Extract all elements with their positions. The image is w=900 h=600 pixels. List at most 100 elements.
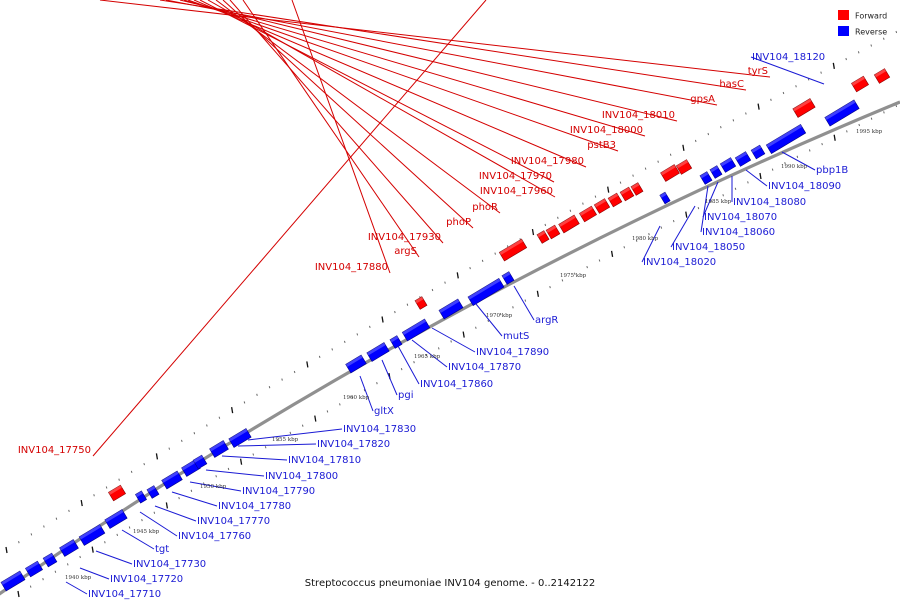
tick-mark-upper	[193, 432, 196, 435]
gene-label-gltx: gltX	[374, 406, 394, 417]
leader-line	[247, 428, 343, 441]
tick-mark-upper	[531, 228, 535, 236]
gene-label-tgt: tgt	[155, 544, 169, 555]
forward-gene-block	[108, 484, 126, 502]
tick-mark-upper	[694, 139, 697, 143]
gene-label-inv104-17820: INV104_17820	[317, 439, 390, 450]
tick-mark-lower	[747, 181, 749, 184]
tick-mark-upper	[569, 209, 572, 212]
tick-mark-lower	[784, 162, 786, 165]
gene-label-inv104-18070: INV104_18070	[704, 212, 777, 223]
reverse-gene-block	[161, 470, 183, 490]
leader-line	[513, 285, 535, 321]
forward-gene-block	[579, 205, 597, 223]
backbone-line	[0, 100, 900, 596]
leader-line	[165, 0, 718, 106]
forward-gene-block	[498, 238, 528, 262]
tick-mark-lower	[437, 347, 440, 350]
leader-line	[183, 0, 646, 137]
gene-label-inv104-17770: INV104_17770	[197, 516, 270, 527]
tick-mark-upper	[281, 378, 283, 381]
tick-mark-upper	[343, 340, 346, 343]
reverse-gene-block	[659, 191, 671, 205]
tick-mark-lower	[277, 438, 279, 442]
tick-mark-lower	[79, 555, 81, 559]
tick-mark-upper	[318, 355, 321, 359]
tick-mark-upper	[795, 85, 797, 88]
position-label: 1980 kbp	[632, 236, 659, 242]
reverse-gene-block	[719, 157, 737, 173]
gene-label-inv104-17970: INV104_17970	[479, 171, 552, 182]
gene-blocks	[0, 68, 891, 592]
forward-gene-block	[558, 214, 580, 234]
tick-mark-lower	[623, 246, 626, 249]
tick-mark-upper	[155, 453, 159, 460]
leader-line	[159, 0, 747, 91]
tick-mark-lower	[561, 279, 564, 282]
tick-mark-upper	[55, 517, 58, 520]
tick-mark-lower	[190, 489, 193, 492]
tick-mark-lower	[17, 590, 20, 598]
tick-mark-upper	[306, 361, 309, 368]
tick-mark-upper	[218, 416, 221, 419]
tick-mark-lower	[42, 578, 44, 581]
gene-label-inv104-18010: INV104_18010	[602, 110, 675, 121]
leader-line	[781, 151, 816, 171]
tick-mark-upper	[857, 51, 860, 54]
tick-mark-lower	[710, 200, 712, 203]
forward-gene-block	[630, 182, 644, 196]
tick-mark-upper	[707, 132, 710, 136]
tick-mark-lower	[685, 211, 688, 218]
tick-mark-lower	[91, 546, 94, 553]
legend-reverse-label: Reverse	[855, 28, 887, 37]
tick-mark-upper	[43, 525, 45, 528]
leader-line	[92, 0, 487, 457]
position-label: 1950 kbp	[200, 484, 227, 490]
leader-line	[221, 455, 288, 461]
tick-mark-lower	[400, 368, 403, 371]
tick-mark-upper	[632, 174, 634, 177]
tick-mark-lower	[536, 290, 540, 297]
reverse-gene-block	[209, 440, 229, 458]
position-label: 1985 kbp	[705, 199, 732, 205]
reverse-gene-block	[467, 278, 505, 306]
reverse-gene-block	[699, 171, 713, 185]
gene-label-inv104-17790: INV104_17790	[242, 486, 315, 497]
gene-label-inv104-18050: INV104_18050	[672, 242, 745, 253]
tick-mark-lower	[314, 415, 317, 422]
tick-mark-upper	[206, 424, 208, 427]
tick-mark-upper	[80, 499, 83, 507]
tick-mark-lower	[549, 285, 551, 289]
gene-label-inv104-17780: INV104_17780	[218, 501, 291, 512]
gene-label-args: argS	[394, 246, 417, 257]
leader-line	[121, 529, 155, 550]
tick-mark-upper	[882, 37, 885, 40]
tick-mark-lower	[487, 319, 489, 323]
leader-line	[207, 0, 556, 198]
position-labels: 1940 kbp 1945 kbp 1950 kbp 1955 kbp 1960 kbp…	[65, 129, 883, 581]
leader-line	[745, 169, 768, 187]
tick-mark-upper	[168, 447, 171, 450]
gene-label-pstb3: pstB3	[587, 140, 616, 151]
tick-mark-lower	[610, 250, 614, 257]
leader-line	[95, 550, 133, 565]
tick-mark-lower	[239, 458, 243, 465]
reverse-gene-block	[765, 124, 807, 154]
leader-line	[199, 0, 555, 183]
gene-label-phor: phoR	[472, 202, 498, 213]
leader-line	[193, 0, 587, 168]
leader-line	[205, 469, 265, 477]
leader-line	[99, 0, 771, 78]
gene-label-inv104-17860: INV104_17860	[420, 379, 493, 390]
tick-mark-upper	[406, 303, 409, 306]
reverse-gene-block	[345, 354, 367, 374]
leader-line	[381, 359, 398, 396]
tick-mark-lower	[846, 130, 848, 133]
tick-mark-lower	[512, 306, 514, 309]
leader-line	[222, 0, 474, 229]
tick-mark-upper	[870, 44, 873, 47]
tick-mark-lower	[215, 475, 217, 478]
position-label: 1940 kbp	[65, 575, 92, 581]
leader-line	[700, 185, 709, 233]
tick-mark-upper	[331, 348, 333, 351]
